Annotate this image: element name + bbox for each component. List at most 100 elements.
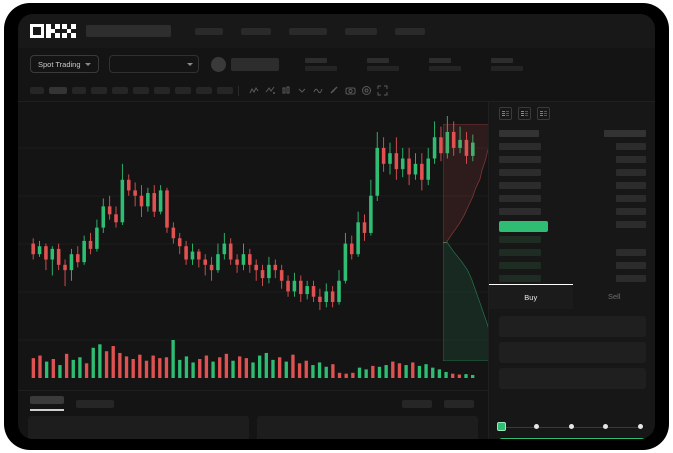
nav-item-1[interactable] bbox=[195, 27, 223, 35]
orders-tab-1[interactable] bbox=[30, 396, 64, 411]
slider-step-1[interactable] bbox=[497, 422, 506, 431]
logo-letter-k bbox=[46, 24, 60, 38]
orderbook-ask-3-amount bbox=[616, 169, 646, 176]
orderbook-header-price bbox=[499, 130, 539, 137]
search-input[interactable] bbox=[86, 25, 171, 37]
market-header: Spot Trading bbox=[18, 48, 655, 80]
orders-tab-label bbox=[76, 399, 114, 408]
orderbook-bid-2-price bbox=[499, 249, 541, 256]
timeframe-option-1[interactable] bbox=[30, 87, 44, 94]
last-price-display bbox=[230, 57, 279, 71]
orders-panels bbox=[18, 416, 488, 439]
chevron-down-icon bbox=[186, 62, 193, 66]
spot-trading-label: Spot Trading bbox=[38, 59, 81, 69]
timeframe-option-5[interactable] bbox=[112, 87, 128, 94]
order-type-field[interactable] bbox=[499, 316, 646, 337]
price-field[interactable] bbox=[499, 342, 646, 363]
timeframe-option-8[interactable] bbox=[175, 87, 191, 94]
orderbook-ask-2-price bbox=[499, 156, 541, 163]
stat-value bbox=[366, 65, 399, 71]
orderbook-ask-2-amount bbox=[616, 156, 646, 163]
chevron-down-icon bbox=[84, 62, 91, 66]
orderbook-header-amount bbox=[604, 130, 646, 137]
amount-field[interactable] bbox=[499, 368, 646, 389]
orderbook-last-amount bbox=[616, 221, 646, 228]
chart-tools-group bbox=[244, 85, 388, 96]
order-form-tabs: Buy Sell bbox=[489, 284, 655, 309]
orderbook-last-price bbox=[499, 221, 548, 232]
settings-icon[interactable] bbox=[361, 85, 372, 96]
order-tab-sell[interactable]: Sell bbox=[607, 292, 621, 301]
submit-order-button[interactable] bbox=[499, 438, 646, 439]
logo-letter-x bbox=[62, 24, 76, 38]
chevron-down-icon[interactable] bbox=[297, 85, 308, 96]
slider-step-3[interactable] bbox=[568, 424, 574, 429]
indicator-icon[interactable] bbox=[249, 85, 260, 96]
nav-items bbox=[195, 27, 425, 35]
orders-actions bbox=[402, 399, 474, 408]
orderbook-rows[interactable] bbox=[489, 126, 655, 282]
nav-item-3[interactable] bbox=[289, 27, 327, 35]
orderbook-bid-2-amount bbox=[616, 249, 646, 256]
orderbook-ask-4-price bbox=[499, 182, 541, 189]
camera-icon[interactable] bbox=[345, 85, 356, 96]
orderbook-ask-6-amount bbox=[616, 208, 646, 215]
trading-pair-selector[interactable] bbox=[108, 55, 199, 73]
market-depth-overlay bbox=[443, 124, 488, 361]
nav-item-2[interactable] bbox=[241, 27, 271, 35]
stat-value bbox=[490, 65, 523, 71]
line-chart-icon[interactable] bbox=[313, 85, 324, 96]
timeframe-option-4[interactable] bbox=[91, 87, 107, 94]
okx-logo[interactable] bbox=[30, 24, 76, 38]
fullscreen-icon[interactable] bbox=[377, 85, 388, 96]
bottom-panel-left bbox=[28, 416, 249, 439]
orderbook-panel: Buy Sell bbox=[488, 102, 655, 439]
stat-label bbox=[366, 57, 389, 63]
orderbook-bid-3-amount bbox=[616, 262, 646, 269]
bottom-panel-right bbox=[257, 416, 478, 439]
market-stat-4 bbox=[490, 57, 523, 71]
price-chart-panel[interactable] bbox=[18, 102, 488, 390]
chart-gridlines bbox=[18, 147, 488, 341]
candlestick-icon[interactable] bbox=[281, 85, 292, 96]
nav-item-5[interactable] bbox=[395, 27, 425, 35]
orderbook-both-icon[interactable] bbox=[499, 107, 512, 120]
market-stat-1 bbox=[304, 57, 337, 71]
orderbook-bids-icon[interactable] bbox=[518, 107, 531, 120]
amount-slider[interactable] bbox=[497, 422, 646, 432]
timeframe-option-2[interactable] bbox=[49, 87, 67, 94]
slider-step-4[interactable] bbox=[603, 424, 609, 429]
timeframe-option-10[interactable] bbox=[217, 87, 233, 94]
market-stat-2 bbox=[366, 57, 399, 71]
compare-icon[interactable] bbox=[265, 85, 276, 96]
orderbook-ask-1-amount bbox=[616, 143, 646, 150]
timeframe-option-6[interactable] bbox=[133, 87, 149, 94]
volume-series bbox=[31, 340, 475, 378]
orderbook-bid-3-price bbox=[499, 262, 541, 269]
order-tab-buy[interactable]: Buy bbox=[489, 284, 573, 309]
orders-action-1[interactable] bbox=[402, 399, 432, 408]
stat-label bbox=[304, 57, 327, 63]
orders-tab-2[interactable] bbox=[76, 399, 114, 408]
slider-step-2[interactable] bbox=[533, 424, 539, 429]
active-tab-underline bbox=[30, 409, 64, 411]
orderbook-ask-4-amount bbox=[616, 182, 646, 189]
spot-trading-selector[interactable]: Spot Trading bbox=[30, 55, 99, 73]
logo-letter-o bbox=[30, 24, 44, 38]
orderbook-bid-1-price bbox=[499, 236, 541, 243]
slider-step-5[interactable] bbox=[638, 424, 643, 429]
timeframe-option-3[interactable] bbox=[72, 87, 86, 94]
pair-avatar bbox=[210, 56, 226, 72]
nav-item-4[interactable] bbox=[345, 27, 377, 35]
orders-action-2[interactable] bbox=[444, 399, 474, 408]
timeframe-option-7[interactable] bbox=[154, 87, 170, 94]
candlestick-series bbox=[31, 116, 475, 310]
orders-tabs bbox=[30, 396, 114, 411]
orderbook-asks-icon[interactable] bbox=[537, 107, 550, 120]
stat-value bbox=[304, 65, 337, 71]
market-stat-3 bbox=[428, 57, 461, 71]
ruler-icon[interactable] bbox=[329, 85, 340, 96]
stat-value bbox=[428, 65, 461, 71]
device-frame: Spot Trading Buy Sell bbox=[4, 3, 669, 450]
timeframe-option-9[interactable] bbox=[196, 87, 212, 94]
